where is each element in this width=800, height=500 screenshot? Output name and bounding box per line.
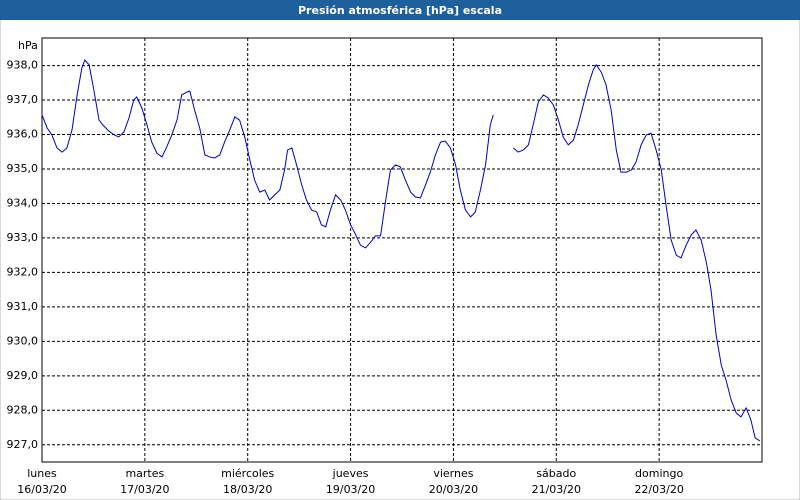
x-tick-label: viernes bbox=[433, 467, 473, 480]
y-unit: hPa bbox=[18, 39, 38, 52]
y-tick-label: 932,0 bbox=[7, 265, 39, 278]
chart-title: Presión atmosférica [hPa] escala bbox=[298, 4, 502, 17]
plot-frame bbox=[41, 37, 763, 463]
x-tick-label: lunes bbox=[27, 467, 57, 480]
x-tick-date: 16/03/20 bbox=[17, 483, 66, 496]
y-tick-label: 936,0 bbox=[7, 128, 39, 141]
y-tick-label: 933,0 bbox=[7, 231, 39, 244]
y-tick-label: 937,0 bbox=[7, 93, 39, 106]
y-tick-label: 927,0 bbox=[7, 438, 39, 451]
title-bar bbox=[0, 0, 800, 20]
x-tick-date: 18/03/20 bbox=[223, 483, 272, 496]
y-tick-label: 928,0 bbox=[7, 403, 39, 416]
x-tick-date: 17/03/20 bbox=[120, 483, 169, 496]
x-tick-date: 21/03/20 bbox=[532, 483, 581, 496]
y-tick-label: 930,0 bbox=[7, 334, 39, 347]
y-tick-label: 929,0 bbox=[7, 369, 39, 382]
y-tick-label: 931,0 bbox=[7, 300, 39, 313]
y-tick-label: 934,0 bbox=[7, 196, 39, 209]
x-tick-label: martes bbox=[125, 467, 164, 480]
x-tick-label: sábado bbox=[536, 467, 576, 480]
x-tick-date: 19/03/20 bbox=[326, 483, 375, 496]
data-line bbox=[41, 59, 761, 442]
x-tick-date: 22/03/20 bbox=[634, 483, 683, 496]
x-tick-label: domingo bbox=[635, 467, 683, 480]
y-tick-label: 935,0 bbox=[7, 162, 39, 175]
y-tick-label: 938,0 bbox=[7, 59, 39, 72]
x-tick-label: miércoles bbox=[221, 467, 274, 480]
x-tick-date: 20/03/20 bbox=[429, 483, 478, 496]
x-tick-label: jueves bbox=[332, 467, 369, 480]
